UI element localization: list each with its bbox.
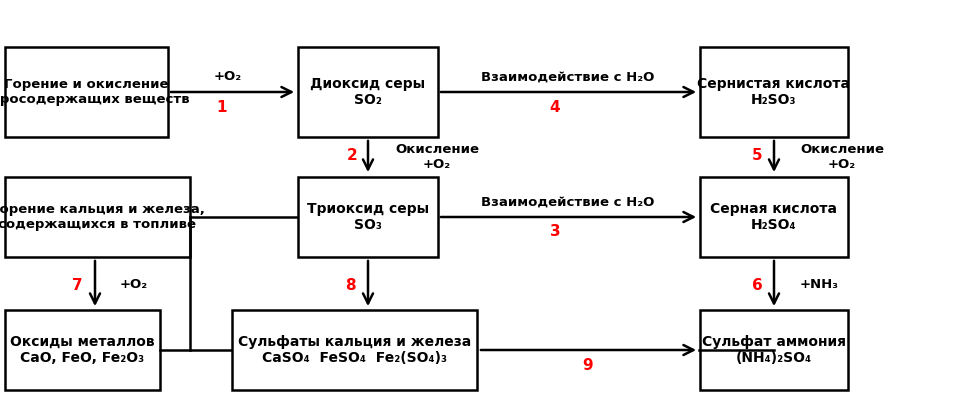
Bar <box>232 310 477 390</box>
Bar <box>5 177 190 257</box>
Text: Окисление
+O₂: Окисление +O₂ <box>800 143 884 171</box>
Bar <box>700 310 848 390</box>
Text: 5: 5 <box>751 147 762 162</box>
Text: 3: 3 <box>550 224 560 239</box>
Text: Горение и окисление
серосодержащих веществ: Горение и окисление серосодержащих вещес… <box>0 78 190 106</box>
Text: 7: 7 <box>72 277 82 292</box>
Text: Взаимодействие с H₂O: Взаимодействие с H₂O <box>481 196 655 209</box>
Text: +O₂: +O₂ <box>120 279 148 292</box>
Text: Взаимодействие с H₂O: Взаимодействие с H₂O <box>481 70 655 83</box>
Text: 1: 1 <box>217 100 228 115</box>
Text: Оксиды металлов
CaO, FeO, Fe₂O₃: Оксиды металлов CaO, FeO, Fe₂O₃ <box>11 335 155 365</box>
Text: Сернистая кислота
H₂SO₃: Сернистая кислота H₂SO₃ <box>698 77 851 107</box>
Text: 8: 8 <box>345 277 356 292</box>
Bar <box>298 47 438 137</box>
Bar <box>5 310 160 390</box>
Text: 4: 4 <box>550 100 560 115</box>
Bar <box>5 47 168 137</box>
Text: 6: 6 <box>751 277 762 292</box>
Bar <box>700 47 848 137</box>
Bar <box>700 177 848 257</box>
Bar <box>298 177 438 257</box>
Text: Серная кислота
H₂SO₄: Серная кислота H₂SO₄ <box>710 202 837 232</box>
Text: Окисление
+O₂: Окисление +O₂ <box>395 143 479 171</box>
Text: Горение кальция и железа,
содержащихся в топливе: Горение кальция и железа, содержащихся в… <box>0 203 205 231</box>
Text: +NH₃: +NH₃ <box>800 279 839 292</box>
Text: Диоксид серы
SO₂: Диоксид серы SO₂ <box>311 77 425 107</box>
Text: 9: 9 <box>583 358 594 373</box>
Text: Сульфат аммония
(NH₄)₂SO₄: Сульфат аммония (NH₄)₂SO₄ <box>702 335 846 365</box>
Text: +O₂: +O₂ <box>214 70 242 83</box>
Text: 2: 2 <box>347 147 358 162</box>
Text: Триоксид серы
SO₃: Триоксид серы SO₃ <box>307 202 429 232</box>
Text: Сульфаты кальция и железа
CaSO₄  FeSO₄  Fe₂(SO₄)₃: Сульфаты кальция и железа CaSO₄ FeSO₄ Fe… <box>238 335 471 365</box>
